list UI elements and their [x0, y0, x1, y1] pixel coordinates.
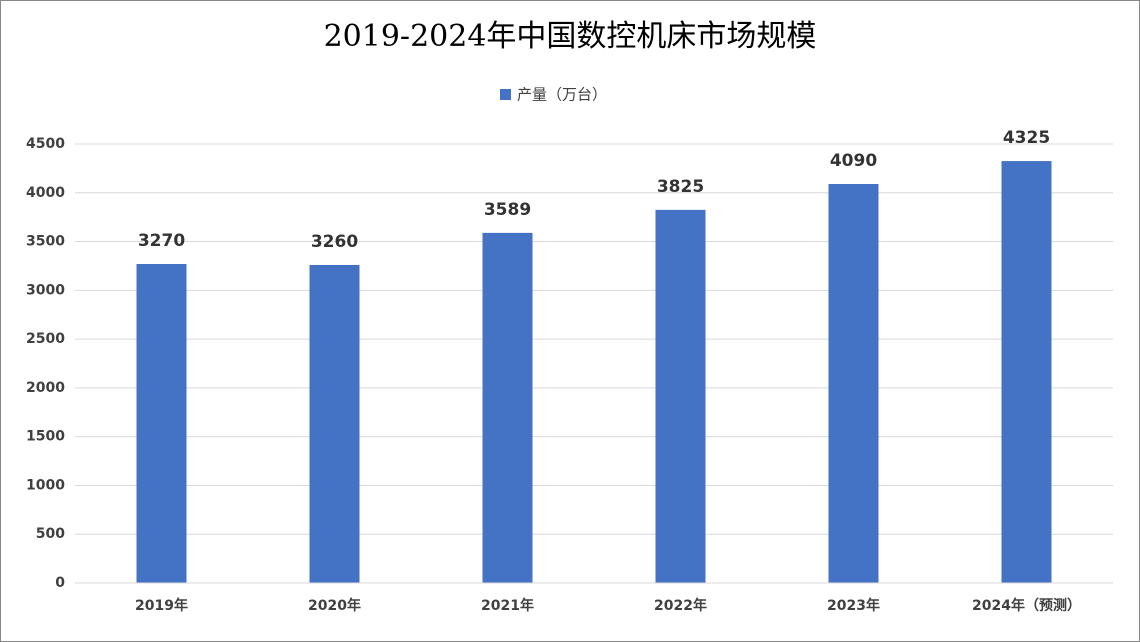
x-tick-label: 2021年	[481, 597, 534, 614]
bar	[1001, 161, 1052, 584]
y-tick-label: 3000	[26, 282, 65, 298]
y-tick-label: 500	[36, 526, 65, 542]
data-label: 3825	[657, 177, 704, 197]
y-tick-label: 2000	[26, 380, 65, 396]
x-tick-label: 2022年	[654, 597, 707, 614]
data-label: 4090	[830, 151, 877, 171]
x-tick-label: 2020年	[308, 597, 361, 614]
bar	[828, 183, 879, 583]
y-tick-label: 4000	[26, 185, 65, 201]
x-tick-label: 2019年	[135, 597, 188, 614]
y-tick-label: 2500	[26, 331, 65, 347]
bar	[136, 263, 187, 583]
x-tick-label: 2024年（预测）	[972, 597, 1081, 614]
bar	[309, 264, 360, 583]
y-tick-label: 4500	[26, 136, 65, 152]
bar	[655, 209, 706, 583]
data-label: 3589	[484, 200, 531, 220]
y-tick-label: 0	[55, 575, 65, 591]
data-label: 3260	[311, 232, 358, 252]
chart-title: 2019-2024年中国数控机床市场规模	[324, 19, 817, 54]
x-tick-label: 2023年	[827, 597, 880, 614]
bar	[482, 232, 533, 583]
data-label: 3270	[138, 231, 185, 251]
data-label: 4325	[1003, 128, 1050, 148]
legend-label: 产量（万台）	[517, 86, 607, 104]
y-tick-label: 1500	[26, 429, 65, 445]
y-tick-label: 1000	[26, 477, 65, 493]
y-tick-label: 3500	[26, 234, 65, 250]
legend-swatch	[500, 89, 511, 100]
